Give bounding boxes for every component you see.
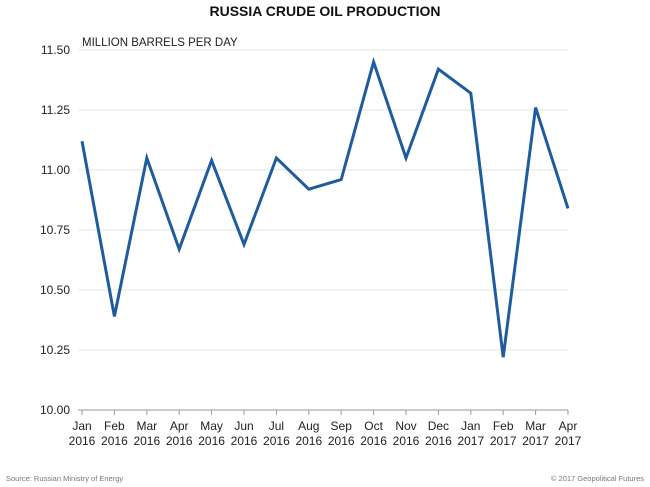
- copyright-note: © 2017 Geopolitical Futures: [550, 474, 644, 483]
- x-tick-label: Dec: [428, 419, 449, 433]
- x-tick-label: Jan: [72, 419, 91, 433]
- x-tick-label: 2016: [231, 434, 258, 448]
- y-axis-label: MILLION BARRELS PER DAY: [82, 37, 238, 49]
- x-tick-label: 2016: [101, 434, 128, 448]
- y-tick-label: 11.00: [41, 163, 70, 177]
- x-tick-label: 2016: [198, 434, 225, 448]
- x-tick-label: Oct: [364, 419, 383, 433]
- y-tick-label: 10.00: [40, 403, 70, 417]
- source-note: Source: Russian Ministry of Energy: [6, 474, 124, 483]
- y-tick-label: 11.25: [41, 103, 70, 117]
- x-tick-label: Jan: [461, 419, 480, 433]
- x-tick-label: 2016: [425, 434, 452, 448]
- x-tick-label: Sep: [331, 419, 353, 433]
- y-tick-label: 10.75: [40, 223, 70, 237]
- x-tick-label: Jul: [269, 419, 284, 433]
- x-tick-label: Apr: [559, 419, 578, 433]
- x-tick-label: 2016: [166, 434, 193, 448]
- y-tick-label: 10.50: [40, 283, 70, 297]
- series-line: [80, 56, 570, 358]
- y-tick-label: 10.25: [40, 343, 70, 357]
- x-tick-label: 2016: [263, 434, 290, 448]
- x-tick-label: 2016: [393, 434, 420, 448]
- x-tick-label: 2017: [490, 434, 517, 448]
- x-tick-label: 2016: [328, 434, 355, 448]
- x-tick-label: 2016: [295, 434, 322, 448]
- x-tick-label: May: [200, 419, 223, 433]
- x-tick-label: Aug: [298, 419, 319, 433]
- x-tick-label: 2017: [457, 434, 484, 448]
- x-tick-label: 2016: [133, 434, 160, 448]
- x-tick-label: 2016: [69, 434, 96, 448]
- x-tick-label: 2016: [360, 434, 387, 448]
- x-tick-label: 2017: [522, 434, 549, 448]
- x-tick-label: Feb: [104, 419, 125, 433]
- x-tick-label: 2017: [555, 434, 582, 448]
- x-tick-label: Feb: [493, 419, 514, 433]
- x-tick-label: Mar: [136, 419, 157, 433]
- chart-title: RUSSIA CRUDE OIL PRODUCTION: [209, 3, 441, 19]
- x-tick-label: Nov: [395, 419, 416, 433]
- x-tick-label: Mar: [525, 419, 546, 433]
- x-tick-label: Jun: [234, 419, 253, 433]
- x-tick-label: Apr: [170, 419, 189, 433]
- y-tick-label: 11.50: [41, 43, 70, 57]
